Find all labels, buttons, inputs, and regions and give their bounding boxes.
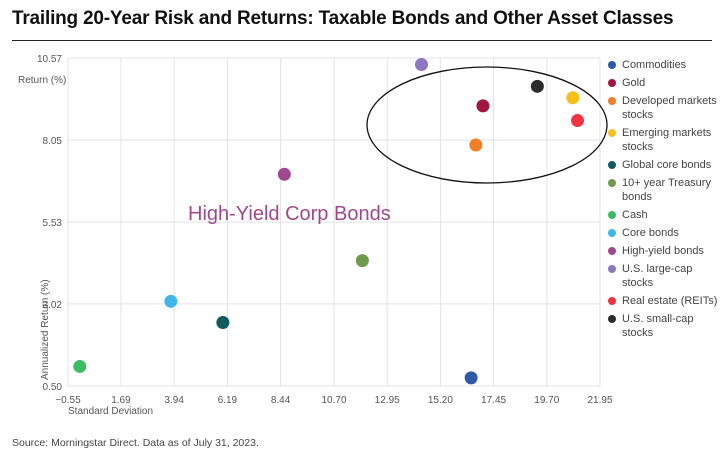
tick-labels: −0.55 1.69 3.94 6.19 8.44 10.70 12.95 15.20 17.4… — [37, 54, 613, 406]
legend-swatch — [608, 315, 616, 323]
legend-swatch — [608, 97, 616, 105]
legend-label: U.S. large-cap stocks — [622, 263, 693, 289]
legend-label: Real estate (REITs) — [622, 295, 718, 307]
legend-swatch — [608, 161, 616, 169]
legend-item: Core bonds — [608, 226, 718, 240]
legend-label: Developed markets stocks — [622, 95, 717, 121]
legend-swatch — [608, 211, 616, 219]
point-10-year-treasury-bonds — [355, 254, 369, 268]
x-tick-label: 21.95 — [587, 395, 612, 406]
high-yield-annotation: High-Yield Corp Bonds — [188, 203, 391, 225]
x-tick-label: 8.44 — [271, 395, 291, 406]
source-note: Source: Morningstar Direct. Data as of J… — [12, 437, 259, 449]
point-commodities — [464, 371, 478, 385]
x-tick-label: 15.20 — [428, 395, 453, 406]
y-tick-label: 10.57 — [37, 54, 62, 65]
y-axis-label: Annualized Return (%) — [40, 279, 51, 380]
y-tick-label: 5.53 — [43, 218, 63, 229]
y-tick-label: 8.05 — [43, 136, 63, 147]
legend-item: Real estate (REITs) — [608, 294, 718, 308]
x-tick-label: 3.94 — [164, 395, 184, 406]
point-gold — [476, 99, 490, 113]
legend: Commodities Gold Developed markets stocks E… — [608, 58, 718, 344]
legend-item: Developed markets stocks — [608, 94, 718, 122]
x-tick-label: 12.95 — [375, 395, 400, 406]
legend-swatch — [608, 297, 616, 305]
point-core-bonds — [164, 294, 178, 308]
y-tick-label: 0.50 — [43, 382, 63, 393]
legend-swatch — [608, 229, 616, 237]
legend-item: Commodities — [608, 58, 718, 72]
point-high-yield-bonds — [277, 167, 291, 181]
y-axis-top-label: Return (%) — [18, 75, 66, 86]
x-tick-label: 6.19 — [218, 395, 238, 406]
legend-swatch — [608, 129, 616, 137]
y-tick-label: 3.02 — [43, 300, 63, 311]
legend-label: 10+ year Treasury bonds — [622, 177, 711, 203]
legend-swatch — [608, 79, 616, 87]
legend-label: Commodities — [622, 59, 687, 71]
x-tick-label: 17.45 — [481, 395, 506, 406]
gridlines — [67, 57, 601, 387]
title-rule — [12, 40, 712, 41]
point-u-s-large-cap-stocks — [414, 58, 428, 72]
legend-item: Global core bonds — [608, 158, 718, 172]
x-tick-label: −0.55 — [55, 395, 81, 406]
point-u-s-small-cap-stocks — [530, 79, 544, 93]
legend-item: Gold — [608, 76, 718, 90]
point-emerging-markets-stocks — [566, 91, 580, 105]
x-tick-label: 10.70 — [321, 395, 346, 406]
point-cash — [73, 359, 87, 373]
x-tick-label: 19.70 — [534, 395, 559, 406]
point-real-estate-reits — [571, 114, 585, 128]
legend-label: Core bonds — [622, 227, 679, 239]
x-tick-label: 1.69 — [111, 395, 131, 406]
legend-swatch — [608, 61, 616, 69]
legend-label: Global core bonds — [622, 159, 712, 171]
point-global-core-bonds — [216, 315, 230, 329]
legend-label: Emerging markets stocks — [622, 127, 712, 153]
legend-label: U.S. small-cap stocks — [622, 313, 694, 339]
legend-item: High-yield bonds — [608, 244, 718, 258]
chart-title: Trailing 20-Year Risk and Returns: Taxab… — [12, 8, 674, 29]
x-axis-label: Standard Deviation — [68, 406, 153, 417]
legend-label: Gold — [622, 77, 646, 89]
legend-swatch — [608, 247, 616, 255]
legend-item: U.S. small-cap stocks — [608, 312, 718, 340]
point-developed-markets-stocks — [469, 138, 483, 152]
legend-swatch — [608, 265, 616, 273]
legend-item: Cash — [608, 208, 718, 222]
legend-item: Emerging markets stocks — [608, 126, 718, 154]
data-points — [73, 58, 585, 385]
legend-label: Cash — [622, 209, 648, 221]
highlight-ellipse — [366, 66, 608, 184]
legend-label: High-yield bonds — [622, 245, 704, 257]
legend-item: 10+ year Treasury bonds — [608, 176, 718, 204]
legend-item: U.S. large-cap stocks — [608, 262, 718, 290]
legend-swatch — [608, 179, 616, 187]
